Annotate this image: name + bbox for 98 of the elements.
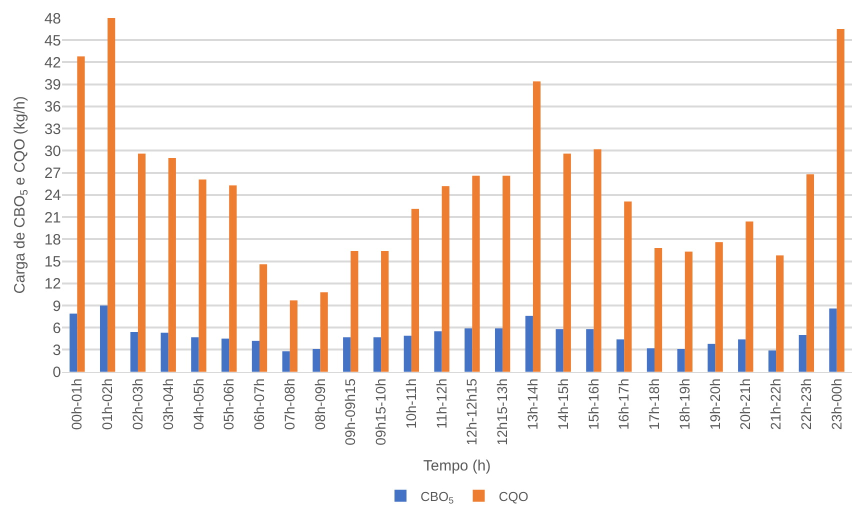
y-tick-label: 48 (44, 10, 61, 28)
x-tick-label: 06h-07h (251, 378, 268, 430)
bar (616, 339, 624, 372)
x-tick-label: 16h-17h (616, 378, 632, 430)
x-tick-label: 01h-02h (99, 378, 116, 430)
x-tick-label: 05h-06h (220, 378, 237, 430)
y-tick-label: 12 (44, 276, 61, 293)
bar (684, 252, 692, 372)
bar (464, 328, 472, 372)
bar (404, 336, 412, 372)
bar (768, 350, 776, 372)
bar (594, 149, 602, 372)
bar (282, 351, 290, 372)
x-tick-label: 17h-18h (646, 378, 662, 430)
bar (130, 332, 138, 372)
y-tick-label: 39 (44, 76, 61, 94)
y-tick-label: 30 (44, 142, 61, 160)
y-tick-label: 3 (52, 342, 61, 359)
bar (646, 348, 654, 372)
bar (708, 344, 716, 372)
bar (260, 264, 268, 372)
x-tick-label: 07h-08h (281, 378, 298, 430)
bar (715, 242, 723, 372)
x-tick-label: 22h-23h (798, 378, 814, 430)
bar (198, 179, 206, 372)
bar (738, 339, 746, 372)
x-tick-label: 00h-01h (68, 378, 85, 430)
bar (525, 316, 533, 372)
x-tick-label: 23h-00h (828, 378, 844, 430)
x-tick-label: 04h-05h (190, 378, 206, 430)
bar (434, 331, 442, 372)
x-tick-label: 18h-19h (676, 378, 692, 430)
bar (654, 248, 662, 372)
bar (100, 306, 108, 372)
y-tick-label: 0 (52, 364, 61, 382)
x-tick-label: 20h-21h (737, 378, 754, 430)
y-tick-label: 36 (44, 98, 61, 116)
bar (312, 348, 320, 372)
bar (411, 208, 420, 372)
bar (836, 29, 844, 372)
bar (624, 202, 632, 372)
bar (168, 158, 176, 372)
bar (381, 250, 389, 372)
y-tick-label: 15 (44, 254, 61, 271)
bar (746, 221, 754, 372)
y-tick-label: 27 (44, 165, 61, 182)
bar (563, 154, 571, 372)
bar (806, 174, 814, 372)
bar (252, 340, 260, 372)
bar (532, 81, 541, 372)
y-tick-label: 6 (52, 320, 61, 337)
bar (290, 300, 298, 372)
bar (472, 176, 480, 372)
bar (442, 186, 450, 372)
bar (586, 329, 594, 372)
x-tick-label: 09h-09h15 (342, 378, 358, 446)
y-tick-label: 18 (44, 231, 61, 248)
bar (350, 250, 358, 372)
x-tick-label: 12h15-13h (494, 378, 510, 446)
x-tick-label: 08h-09h (312, 378, 328, 430)
bar (320, 292, 328, 372)
bar (494, 328, 503, 372)
bar (77, 56, 85, 372)
x-tick-label: 14h-15h (554, 378, 571, 430)
bar (229, 185, 237, 372)
x-tick-label: 03h-04h (160, 378, 176, 430)
bar (798, 334, 806, 372)
legend-label: CBO$_{5}$ (420, 488, 454, 506)
x-tick-label: 10h-11h (402, 378, 419, 429)
bar (502, 176, 510, 372)
bar (343, 337, 351, 372)
bar (677, 348, 685, 372)
y-tick-label: 33 (44, 120, 61, 138)
bar (776, 255, 784, 372)
y-tick-label: 9 (52, 298, 61, 315)
x-axis-title: Tempo (h) (423, 457, 491, 474)
y-tick-label: 24 (44, 187, 61, 204)
x-tick-label: 12h-12h15 (464, 378, 480, 446)
x-tick-label: 09h15-10h (372, 378, 389, 446)
bar (70, 314, 78, 372)
x-tick-label: 15h-16h (585, 378, 602, 430)
bar (160, 332, 168, 372)
bar (556, 329, 564, 372)
y-tick-label: 42 (44, 54, 61, 72)
x-tick-label: 21h-22h (768, 378, 784, 430)
bar (373, 337, 382, 372)
bar (191, 337, 199, 372)
bar (222, 338, 230, 372)
bar (108, 18, 116, 372)
bar (138, 154, 146, 372)
x-tick-label: 11h-12h (433, 378, 450, 429)
y-tick-label: 45 (44, 32, 61, 50)
x-tick-label: 13h-14h (524, 378, 541, 430)
x-tick-label: 02h-03h (130, 378, 146, 430)
x-tick-label: 19h-20h (706, 378, 723, 430)
bar (829, 308, 837, 372)
y-tick-label: 21 (44, 209, 61, 226)
legend-label: CQO (498, 488, 528, 504)
